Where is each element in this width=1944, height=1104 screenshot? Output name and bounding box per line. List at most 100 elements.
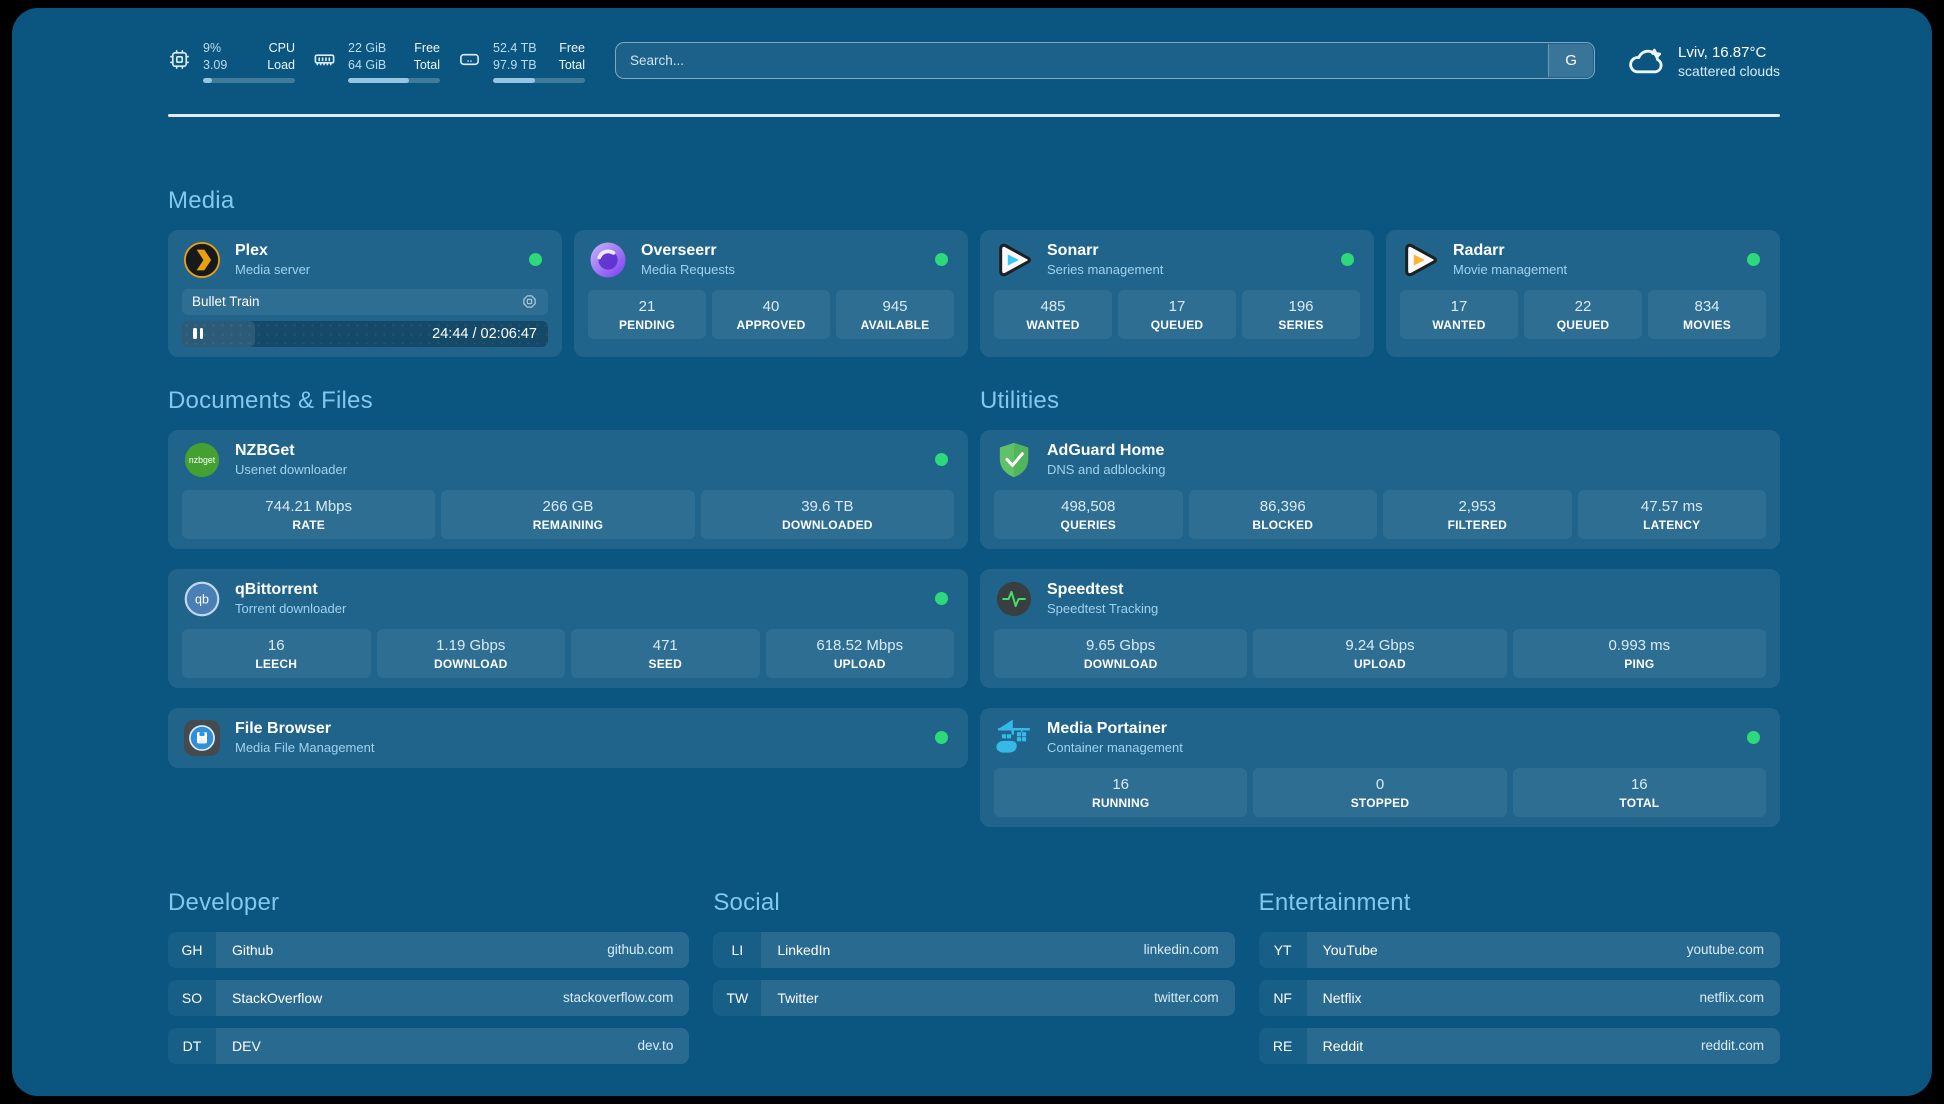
qbittorrent-icon: qb	[182, 579, 222, 619]
bookmark-name: LinkedIn	[777, 941, 831, 958]
nzbget-icon: nzbget	[182, 440, 222, 480]
qbittorrent-card[interactable]: qb qBittorrent Torrent downloader 16 LEEC…	[168, 568, 968, 688]
search-engine-button[interactable]: G	[1548, 44, 1594, 77]
bookmark-name: DEV	[232, 1037, 261, 1054]
status-dot	[1341, 253, 1354, 266]
cpu-label: CPU	[268, 41, 295, 55]
bookmark-netflix[interactable]: NF Netflix netflix.com	[1258, 979, 1780, 1016]
overseerr-card[interactable]: Overseerr Media Requests 21 PENDING 40 APP…	[574, 229, 968, 357]
bookmark-url: twitter.com	[1154, 990, 1219, 1005]
stat-box: 21 PENDING	[588, 289, 706, 339]
disk-free-label: Free	[559, 41, 585, 55]
bookmark-youtube[interactable]: YT YouTube youtube.com	[1258, 931, 1780, 968]
stat-box: 17 QUEUED	[1118, 289, 1236, 339]
stat-box: 40 APPROVED	[712, 289, 830, 339]
system-stats: 9% 3.09 CPU Load	[168, 40, 585, 83]
bookmark-dev[interactable]: DT DEV dev.to	[168, 1027, 690, 1064]
stat-box: 47.57 ms LATENCY	[1577, 489, 1766, 539]
speedtest-card[interactable]: Speedtest Speedtest Tracking 9.65 Gbps DO…	[980, 568, 1780, 688]
search-input[interactable]	[615, 42, 1596, 79]
section-title-utilities: Utilities	[980, 386, 1060, 414]
service-title: qBittorrent	[235, 581, 318, 598]
disk-widget: 52.4 TB 97.9 TB Free Total	[458, 40, 585, 83]
plex-card[interactable]: Plex Media server Bullet Train 24:44 / 0…	[168, 229, 562, 357]
bookmark-name: StackOverflow	[232, 989, 323, 1006]
radarr-icon	[1400, 240, 1440, 280]
bookmark-url: dev.to	[637, 1038, 674, 1053]
adguard-card[interactable]: AdGuard Home DNS and adblocking 498,508 Q…	[980, 429, 1780, 549]
memory-free-label: Free	[414, 41, 440, 55]
stat-box: 22 QUEUED	[1524, 289, 1642, 339]
memory-total-label: Total	[413, 58, 440, 72]
weather-location-temp: Lviv, 16.87°C	[1678, 43, 1767, 61]
bookmark-abbr: DT	[168, 1027, 216, 1064]
playback-time: 24:44 / 02:06:47	[432, 325, 537, 342]
header: 9% 3.09 CPU Load	[168, 38, 1780, 83]
playback-progress: 24:44 / 02:06:47	[182, 320, 548, 347]
bookmark-abbr: TW	[713, 979, 762, 1016]
search-bar: G	[615, 42, 1596, 79]
service-subtitle: Speedtest Tracking	[1047, 601, 1159, 616]
weather-condition: scattered clouds	[1678, 62, 1780, 79]
bookmark-reddit[interactable]: RE Reddit reddit.com	[1258, 1027, 1780, 1064]
service-title: Overseerr	[641, 242, 717, 259]
pause-button[interactable]	[193, 328, 203, 339]
bookmark-url: github.com	[607, 942, 674, 957]
stat-box: 16 LEECH	[182, 628, 371, 678]
bookmark-github[interactable]: GH Github github.com	[168, 931, 690, 968]
cpu-load-label: Load	[267, 58, 295, 72]
service-subtitle: Torrent downloader	[235, 601, 347, 616]
status-dot	[935, 253, 948, 266]
bookmark-name: Netflix	[1322, 989, 1362, 1006]
now-playing-title: Bullet Train	[192, 294, 260, 309]
section-developer: Developer GH Github github.com SO StackOv…	[168, 889, 690, 1064]
bookmark-linkedin[interactable]: LI LinkedIn linkedin.com	[713, 931, 1235, 968]
bookmark-url: netflix.com	[1699, 990, 1764, 1005]
service-title: Speedtest	[1047, 581, 1124, 598]
section-entertainment: Entertainment YT YouTube youtube.com NF N…	[1258, 889, 1780, 1064]
radarr-card[interactable]: Radarr Movie management 17 WANTED 22 QUEUE…	[1386, 229, 1780, 357]
memory-widget: 22 GiB 64 GiB Free Total	[313, 40, 440, 83]
cpu-progressbar	[203, 78, 295, 83]
session-camera-icon[interactable]	[521, 293, 538, 310]
speedtest-icon	[994, 579, 1034, 619]
service-title: Media Portainer	[1047, 720, 1168, 737]
stat-box: 266 GB REMAINING	[441, 489, 695, 539]
section-documents: Documents & Files nzbget NZBGet Usenet d…	[168, 387, 968, 827]
portainer-card[interactable]: Media Portainer Container management 16 R…	[980, 707, 1780, 827]
service-subtitle: Usenet downloader	[235, 462, 348, 477]
stat-box: 0.993 ms PING	[1512, 628, 1766, 678]
svg-text:qb: qb	[195, 592, 209, 606]
service-subtitle: Series management	[1047, 262, 1164, 277]
sonarr-card[interactable]: Sonarr Series management 485 WANTED 17 QUE…	[980, 229, 1374, 357]
bookmark-abbr: GH	[168, 931, 216, 968]
service-subtitle: Media server	[235, 262, 311, 277]
status-dot	[529, 253, 542, 266]
filebrowser-card[interactable]: File Browser Media File Management	[168, 707, 968, 768]
status-dot	[935, 453, 948, 466]
disk-icon	[458, 48, 481, 71]
stat-box: 86,396 BLOCKED	[1188, 489, 1377, 539]
disk-free: 52.4 TB	[493, 41, 537, 55]
service-subtitle: Container management	[1047, 740, 1183, 755]
status-dot	[1747, 253, 1760, 266]
service-subtitle: Media File Management	[235, 740, 375, 755]
service-title: Radarr	[1453, 242, 1505, 259]
memory-total: 64 GiB	[348, 58, 387, 72]
disk-total: 97.9 TB	[493, 58, 537, 72]
memory-free: 22 GiB	[348, 41, 387, 55]
bookmark-stackoverflow[interactable]: SO StackOverflow stackoverflow.com	[168, 979, 690, 1016]
portainer-icon	[994, 718, 1034, 758]
service-title: AdGuard Home	[1047, 442, 1165, 459]
nzbget-card[interactable]: nzbget NZBGet Usenet downloader 744.21 M…	[168, 429, 968, 549]
stat-box: 196 SERIES	[1242, 289, 1360, 339]
bookmark-twitter[interactable]: TW Twitter twitter.com	[713, 979, 1235, 1016]
section-title-documents: Documents & Files	[168, 386, 373, 414]
stat-box: 1.19 Gbps DOWNLOAD	[376, 628, 565, 678]
stat-box: 2,953 FILTERED	[1383, 489, 1572, 539]
stat-box: 498,508 QUERIES	[994, 489, 1183, 539]
stat-box: 16 RUNNING	[994, 767, 1248, 817]
cpu-loadavg: 3.09	[203, 58, 228, 72]
bookmark-abbr: NF	[1258, 979, 1307, 1016]
section-media: Media Plex Media server Bullet Train	[168, 187, 1780, 357]
